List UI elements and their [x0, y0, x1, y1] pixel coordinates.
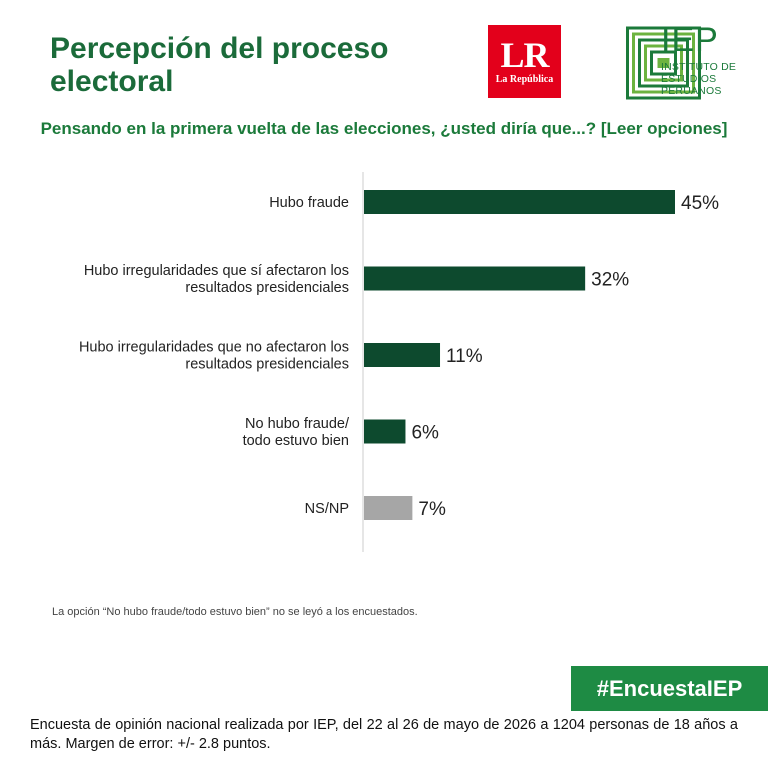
- bar: [364, 266, 586, 291]
- category-label: Hubo irregularidades que no afectaron lo…: [79, 340, 349, 356]
- iep-logo-line: PERUANOS: [661, 85, 722, 97]
- bar-value-label: 11%: [446, 346, 483, 367]
- survey-footer: Encuesta de opinión nacional realizada p…: [30, 717, 738, 752]
- category-label: Hubo fraude: [269, 195, 349, 211]
- category-label: No hubo fraude/: [245, 416, 350, 432]
- category-label: todo estuvo bien: [243, 433, 349, 449]
- la-republica-logo: LR La República: [488, 25, 561, 98]
- iep-logo-line: INSTITUTO DE: [661, 61, 737, 73]
- lr-logo-mark: LR: [500, 35, 549, 75]
- bar: [364, 496, 413, 520]
- chart-note: La opción “No hubo fraude/todo estuvo bi…: [52, 606, 418, 618]
- lr-logo-name: La República: [495, 74, 554, 85]
- category-label: Hubo irregularidades que sí afectaron lo…: [84, 263, 349, 279]
- category-label: NS/NP: [305, 501, 349, 517]
- iep-logo-icon: [626, 26, 701, 100]
- category-label: resultados presidenciales: [185, 280, 349, 296]
- bar-value-label: 32%: [591, 270, 629, 291]
- iep-logo-name: INSTITUTO DE ESTUDIOS PERUANOS: [661, 61, 761, 97]
- iep-logo-mark: IEP: [661, 21, 719, 59]
- bar-value-label: 6%: [411, 423, 439, 444]
- page-title: Percepción del proceso electoral: [50, 32, 389, 98]
- chart-question: Pensando en la primera vuelta de las ele…: [40, 119, 728, 138]
- bar-value-label: 45%: [681, 193, 719, 214]
- hashtag-badge: #EncuestaIEP: [571, 666, 768, 711]
- bar: [364, 419, 406, 444]
- category-label: resultados presidenciales: [185, 357, 349, 373]
- iep-logo-line: ESTUDIOS: [661, 73, 717, 85]
- bar: [364, 343, 441, 367]
- bar-value-label: 7%: [418, 499, 446, 520]
- bar: [364, 190, 675, 214]
